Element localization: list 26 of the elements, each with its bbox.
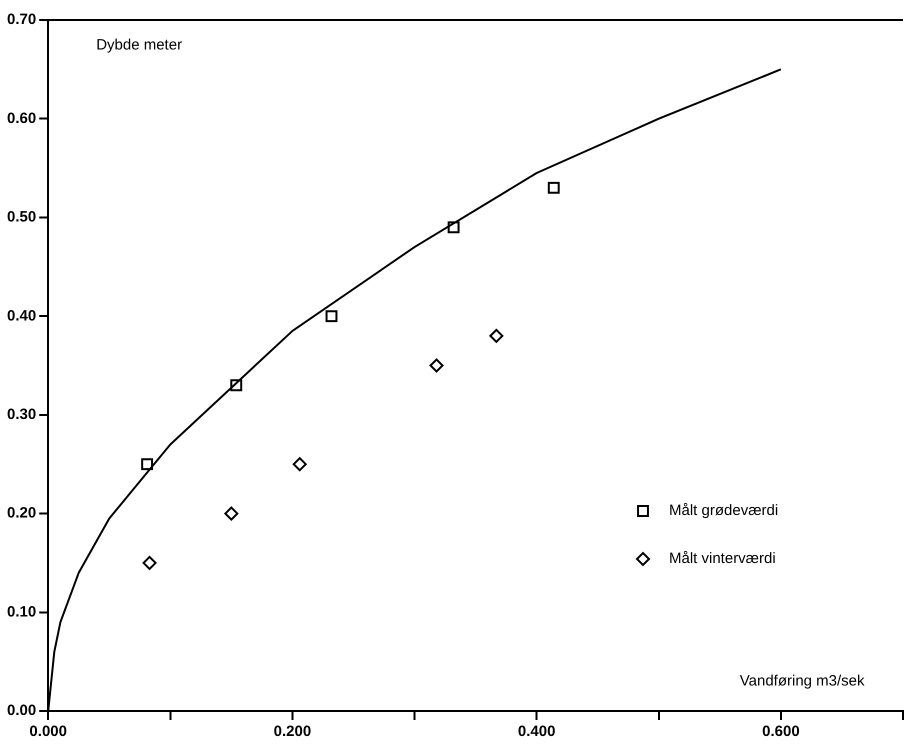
y-tick-label: 0.20 bbox=[6, 504, 36, 522]
legend-label: Målt vinterværdi bbox=[669, 550, 776, 568]
y-tick-label: 0.10 bbox=[6, 603, 36, 620]
y-tick-label: 0.50 bbox=[6, 208, 36, 226]
point bbox=[326, 310, 338, 322]
legend-label: Målt grødeværdi bbox=[669, 502, 778, 520]
y-axis-title: Dybde meter bbox=[96, 36, 182, 54]
y-tick-label: 0.00 bbox=[6, 702, 36, 720]
x-tick-label: 0.200 bbox=[274, 723, 312, 740]
y-tick-label: 0.40 bbox=[6, 307, 36, 324]
x-tick-label: 0.400 bbox=[518, 723, 556, 740]
y-tick-label: 0.60 bbox=[6, 110, 36, 127]
point bbox=[224, 506, 238, 521]
y-tick-label: 0.30 bbox=[6, 406, 36, 423]
x-tick-label: 0.000 bbox=[29, 723, 67, 740]
point bbox=[292, 457, 307, 472]
point bbox=[548, 182, 560, 194]
point bbox=[141, 458, 154, 470]
point bbox=[448, 221, 460, 234]
x-axis-title: Vandføring m3/sek bbox=[740, 672, 866, 690]
point bbox=[230, 379, 242, 392]
y-tick-label: 0.70 bbox=[6, 11, 36, 28]
point bbox=[489, 328, 504, 343]
point bbox=[142, 556, 157, 570]
x-tick-label: 0.600 bbox=[762, 723, 800, 740]
point bbox=[430, 358, 444, 372]
